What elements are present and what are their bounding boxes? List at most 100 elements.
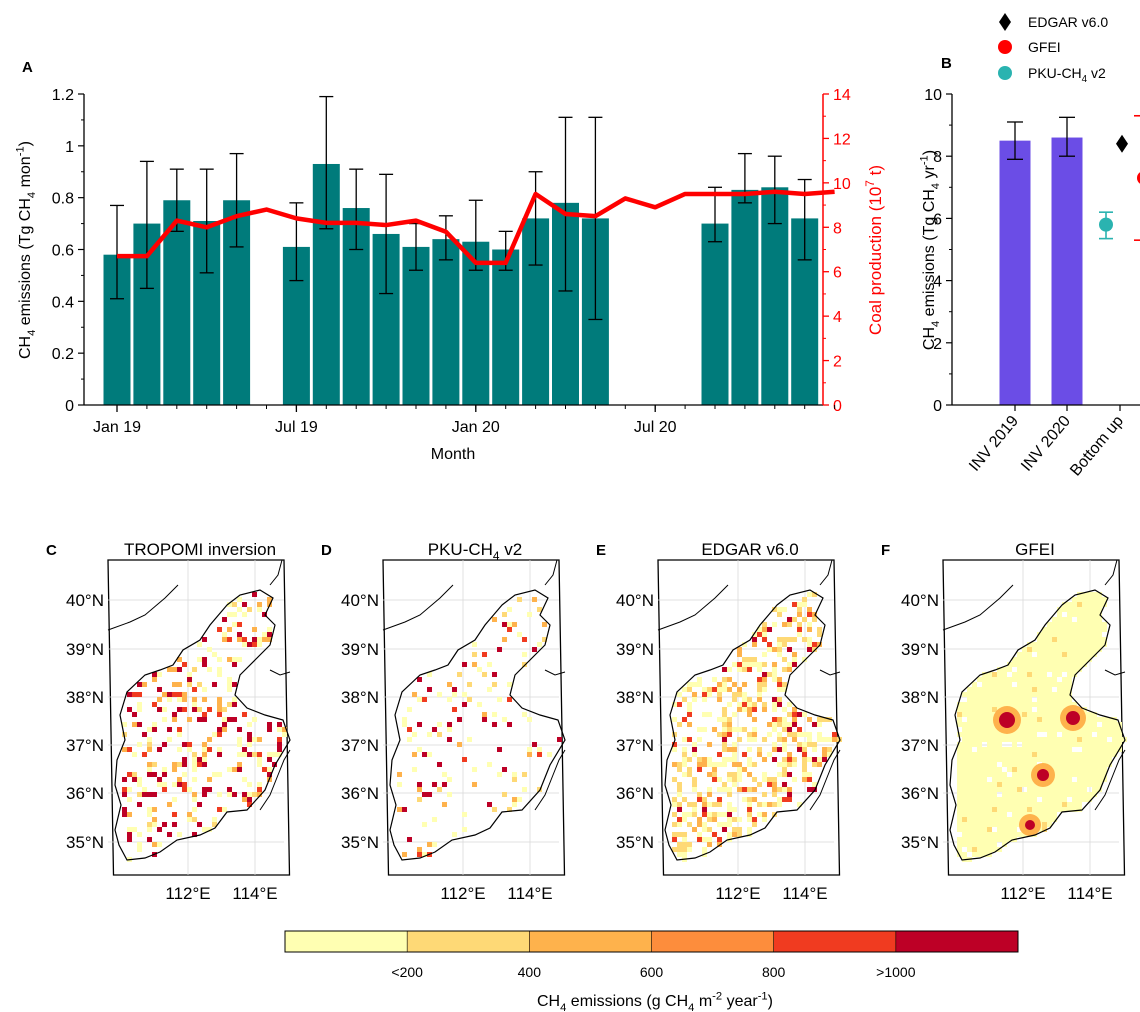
- map-cell: [452, 692, 457, 697]
- map-cell: [1097, 627, 1102, 632]
- map-cell: [1022, 672, 1027, 677]
- map-cell: [957, 702, 962, 707]
- map-cell: [437, 732, 442, 737]
- map-cell: [1017, 652, 1022, 657]
- map-cell: [972, 767, 977, 772]
- map-cell: [132, 692, 137, 697]
- map-cell: [807, 742, 812, 747]
- map-cell: [992, 837, 997, 842]
- province-boundary: [664, 589, 841, 861]
- map-cell: [187, 717, 192, 722]
- map-cell: [202, 662, 207, 667]
- map-cell: [182, 662, 187, 667]
- map-cell: [1077, 787, 1082, 792]
- map-cell: [527, 612, 532, 617]
- map-cell: [687, 737, 692, 742]
- y-axis-label-part: mon: [17, 156, 34, 192]
- latitude-label: 40°N: [616, 591, 654, 610]
- map-cell: [782, 787, 787, 792]
- map-cell: [992, 672, 997, 677]
- map-cell: [987, 797, 992, 802]
- map-cell: [977, 777, 982, 782]
- map-cell: [1037, 752, 1042, 757]
- map-cell: [1012, 792, 1017, 797]
- map-cell: [967, 822, 972, 827]
- map-cell: [787, 662, 792, 667]
- map-cell: [672, 747, 677, 752]
- map-cell: [1087, 592, 1092, 597]
- map-cell: [987, 837, 992, 842]
- map-cell: [992, 847, 997, 852]
- map-cell: [682, 747, 687, 752]
- map-cell: [687, 772, 692, 777]
- map-cell: [277, 737, 282, 742]
- map-cell: [757, 627, 762, 632]
- map-cell: [232, 792, 237, 797]
- map-cell: [482, 712, 487, 717]
- map-cell: [692, 782, 697, 787]
- map-cell: [492, 722, 497, 727]
- map-cell: [1112, 742, 1117, 747]
- map-cell: [142, 787, 147, 792]
- map-cell: [747, 812, 752, 817]
- map-cell: [712, 727, 717, 732]
- map-cell: [1007, 662, 1012, 667]
- map-cells: [122, 592, 287, 862]
- map-cell: [1092, 592, 1097, 597]
- legend-marker-circle: [998, 66, 1012, 80]
- map-cell: [997, 747, 1002, 752]
- map-cell: [1037, 792, 1042, 797]
- y-tick-label-b: 4: [933, 274, 942, 291]
- panel-letter-b: B: [941, 55, 952, 72]
- map-cell: [672, 797, 677, 802]
- map-cell: [1057, 612, 1062, 617]
- map-cell: [957, 707, 962, 712]
- map-cell: [1022, 767, 1027, 772]
- map-cell: [1027, 777, 1032, 782]
- map-cell: [967, 742, 972, 747]
- map-cell: [537, 642, 542, 647]
- map-cell: [397, 782, 402, 787]
- map-cell: [1002, 687, 1007, 692]
- map-cell: [967, 752, 972, 757]
- map-cell: [702, 712, 707, 717]
- map-cell: [1032, 727, 1037, 732]
- map-cell: [1092, 737, 1097, 742]
- map-cell: [267, 752, 272, 757]
- map-cell: [772, 757, 777, 762]
- map-cell: [977, 797, 982, 802]
- map-cell: [1072, 782, 1077, 787]
- map-cell: [832, 732, 837, 737]
- map-cell: [1097, 632, 1102, 637]
- map-cell: [487, 687, 492, 692]
- map-cell: [1092, 782, 1097, 787]
- map-cell: [827, 752, 832, 757]
- y2-tick-label: 4: [833, 309, 842, 326]
- map-cell: [1007, 807, 1012, 812]
- map-cell: [707, 757, 712, 762]
- map-cell: [692, 827, 697, 832]
- map-cell: [1062, 772, 1067, 777]
- map-cell: [967, 757, 972, 762]
- map-cell: [407, 837, 412, 842]
- map-cell: [962, 767, 967, 772]
- map-cell: [202, 717, 207, 722]
- map-cell: [782, 717, 787, 722]
- map-cell: [687, 847, 692, 852]
- map-cell: [132, 722, 137, 727]
- map-cell: [237, 762, 242, 767]
- map-cell: [957, 822, 962, 827]
- map-cell: [1082, 732, 1087, 737]
- map-cell: [1047, 662, 1052, 667]
- map-cell: [782, 657, 787, 662]
- map-cell: [977, 772, 982, 777]
- category-label: Bottom up: [1067, 413, 1127, 480]
- map-cell: [492, 712, 497, 717]
- colorbar-tick-label: >1000: [876, 964, 916, 980]
- map-cell: [1007, 792, 1012, 797]
- map-cell: [762, 757, 767, 762]
- map-cell: [1002, 752, 1007, 757]
- map-cell: [237, 727, 242, 732]
- map-cell: [982, 802, 987, 807]
- map-cell: [1077, 732, 1082, 737]
